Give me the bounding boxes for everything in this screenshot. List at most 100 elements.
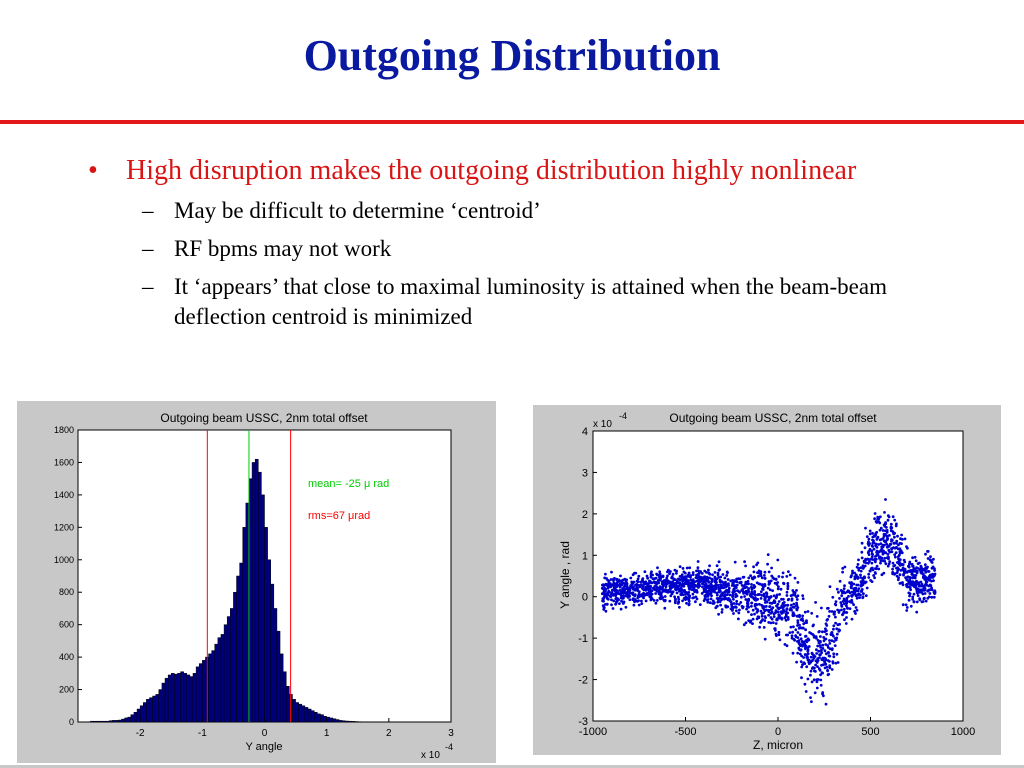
y-tick-label: -2 xyxy=(578,675,588,687)
scatter-point xyxy=(815,686,819,690)
y-tick-label: 0 xyxy=(69,717,74,727)
scatter-point xyxy=(896,578,900,582)
scatter-point xyxy=(669,570,672,573)
y-tick-label: 800 xyxy=(59,587,74,597)
scatter-point xyxy=(873,576,876,580)
scatter-point xyxy=(824,657,827,660)
histogram-bar xyxy=(341,720,346,723)
scatter-point xyxy=(785,607,789,610)
histogram-bar xyxy=(195,666,200,723)
scatter-point xyxy=(795,598,799,601)
scatter-point xyxy=(799,637,803,641)
scatter-point xyxy=(655,599,659,602)
histogram-bar xyxy=(233,591,237,723)
scatter-point xyxy=(716,583,720,587)
scatter-point xyxy=(905,582,909,586)
scatter-point xyxy=(711,573,714,577)
scatter-point xyxy=(930,588,934,592)
scatter-point xyxy=(758,582,762,586)
scatter-point xyxy=(923,563,927,566)
scatter-point xyxy=(833,637,837,640)
scatter-point xyxy=(685,592,689,595)
scatter-point xyxy=(819,678,823,682)
scatter-point xyxy=(801,594,805,597)
scatter-point xyxy=(911,576,915,580)
scatter-point xyxy=(750,583,753,586)
scatter-point xyxy=(815,680,819,684)
scatter-point xyxy=(883,551,887,555)
scatter-point xyxy=(817,649,821,653)
scatter-point xyxy=(765,600,769,604)
scatter-point xyxy=(781,571,785,575)
scatter-point xyxy=(763,609,767,612)
scatter-point xyxy=(814,635,818,639)
scatter-point xyxy=(875,538,879,541)
scatter-point xyxy=(835,632,839,636)
scatter-point xyxy=(775,593,779,597)
scatter-point xyxy=(821,643,825,647)
scatter-point xyxy=(743,560,746,564)
scatter-point xyxy=(824,702,828,706)
histogram-bar xyxy=(264,527,268,723)
scatter-point xyxy=(832,655,836,659)
scatter-point xyxy=(737,617,740,621)
scatter-point xyxy=(723,593,727,597)
scatter-point xyxy=(677,597,681,601)
scatter-point xyxy=(860,541,864,545)
scatter-point xyxy=(614,590,617,593)
footer-divider xyxy=(0,765,1024,768)
scatter-point xyxy=(915,610,919,614)
scatter-point xyxy=(611,607,615,610)
scatter-point xyxy=(819,673,822,677)
histogram-bar xyxy=(93,720,97,723)
scatter-point xyxy=(828,642,832,645)
scatter-point xyxy=(877,517,881,521)
y-tick-label: 1000 xyxy=(54,555,74,565)
scatter-point xyxy=(889,525,893,529)
scatter-point xyxy=(908,592,912,596)
scatter-point xyxy=(695,573,699,577)
x-tick-label: 3 xyxy=(448,728,454,739)
scatter-point xyxy=(828,664,832,667)
scatter-point xyxy=(885,545,889,549)
scatter-point xyxy=(824,637,828,641)
scatter-point xyxy=(649,598,653,602)
scatter-point xyxy=(867,550,871,553)
scatter-point xyxy=(786,587,790,591)
scatter-point xyxy=(601,597,605,601)
scatter-point xyxy=(923,587,927,591)
scatter-point xyxy=(691,573,695,576)
scatter-point xyxy=(784,610,788,613)
scatter-point xyxy=(889,529,893,533)
scatter-point xyxy=(824,643,828,646)
scatter-point xyxy=(840,594,844,598)
scatter-point xyxy=(792,590,796,594)
scatter-point xyxy=(726,582,730,586)
scatter-point xyxy=(688,566,692,570)
scatter-point xyxy=(842,607,846,611)
scatter-point xyxy=(921,592,925,596)
scatter-point xyxy=(689,578,693,582)
scatter-point xyxy=(850,581,853,585)
scatter-point xyxy=(607,582,610,585)
scatter-point xyxy=(910,571,914,575)
scatter-point xyxy=(915,579,918,583)
scatter-point xyxy=(763,619,767,622)
scatter-point xyxy=(740,605,744,608)
scatter-point xyxy=(883,533,887,536)
scatter-point xyxy=(898,582,902,585)
scatter-point xyxy=(860,550,864,554)
scatter-point xyxy=(855,596,859,600)
scatter-point xyxy=(715,591,719,595)
scatter-point xyxy=(706,600,710,604)
scatter-point xyxy=(917,581,921,584)
scatter-point xyxy=(744,564,747,568)
scatter-point xyxy=(859,573,862,577)
scatter-point xyxy=(760,614,764,618)
scatter-point xyxy=(687,603,691,607)
scatter-point xyxy=(850,594,854,598)
scatter-point xyxy=(921,600,925,603)
scatter-point xyxy=(826,618,829,621)
scatter-point xyxy=(774,577,778,581)
scatter-point xyxy=(739,601,743,604)
